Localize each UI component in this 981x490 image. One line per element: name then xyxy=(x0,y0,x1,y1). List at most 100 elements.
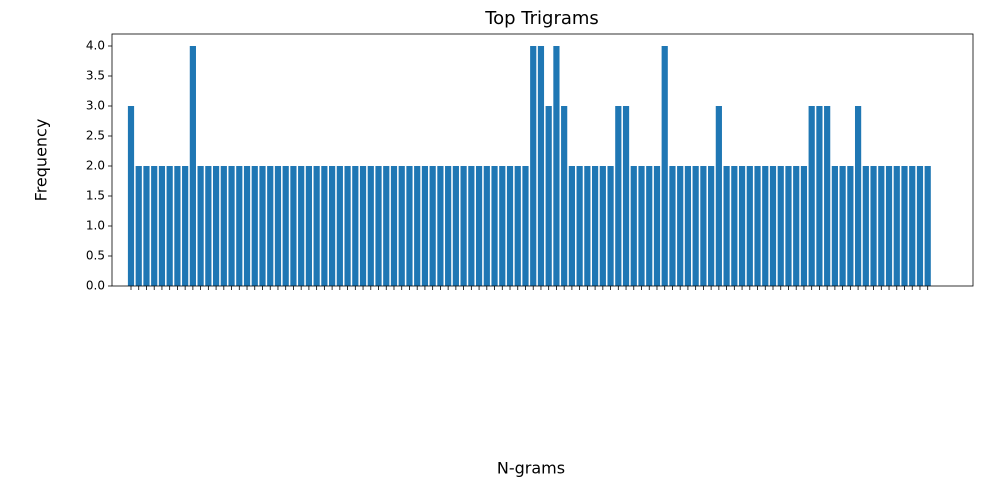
bar xyxy=(298,166,305,286)
bar xyxy=(499,166,506,286)
bar xyxy=(514,166,521,286)
bar xyxy=(166,166,173,286)
bar xyxy=(344,166,351,286)
bar xyxy=(205,166,212,286)
bar xyxy=(708,166,715,286)
y-tick-label: 3.0 xyxy=(86,99,105,113)
bar xyxy=(530,46,537,286)
bar xyxy=(692,166,699,286)
bar xyxy=(646,166,653,286)
bar xyxy=(437,166,444,286)
bar xyxy=(839,166,846,286)
bar xyxy=(460,166,467,286)
bar xyxy=(359,166,367,286)
bar xyxy=(267,166,274,286)
y-tick-label: 2.0 xyxy=(86,159,105,173)
y-tick-label: 3.5 xyxy=(86,69,105,83)
bar xyxy=(723,166,730,286)
bar xyxy=(599,166,606,286)
bar xyxy=(127,106,135,286)
bar xyxy=(653,166,661,286)
bar xyxy=(731,166,738,286)
bar xyxy=(584,166,591,286)
bar xyxy=(854,106,862,286)
bar xyxy=(661,46,668,286)
bar xyxy=(383,166,390,286)
bar xyxy=(375,166,382,286)
bar xyxy=(916,166,924,286)
bar xyxy=(228,166,235,286)
bar xyxy=(236,166,243,286)
bar xyxy=(189,46,196,286)
bar xyxy=(220,166,227,286)
bar xyxy=(545,106,552,286)
y-tick-label: 2.5 xyxy=(86,129,105,143)
bar xyxy=(390,166,398,286)
bar xyxy=(522,166,529,286)
bar xyxy=(847,166,854,286)
bar xyxy=(537,46,545,286)
bar xyxy=(329,166,336,286)
bar xyxy=(862,166,869,286)
bar xyxy=(878,166,885,286)
bar xyxy=(769,166,777,286)
bar xyxy=(615,106,622,286)
bar xyxy=(491,166,498,286)
bar xyxy=(212,166,220,286)
bar xyxy=(785,166,792,286)
y-tick-label: 1.0 xyxy=(86,219,105,233)
bar xyxy=(700,166,707,286)
bar xyxy=(290,166,297,286)
bar xyxy=(893,166,900,286)
bar xyxy=(715,106,722,286)
bar xyxy=(924,166,931,286)
bar xyxy=(243,166,251,286)
plot-frame xyxy=(111,33,974,287)
bar xyxy=(158,166,166,286)
bar xyxy=(406,166,413,286)
bar xyxy=(762,166,769,286)
bar xyxy=(321,166,328,286)
bar xyxy=(197,166,204,286)
bar xyxy=(592,166,599,286)
bar xyxy=(282,166,289,286)
bar xyxy=(452,166,459,286)
bar xyxy=(398,166,405,286)
bar xyxy=(553,46,560,286)
bar xyxy=(816,106,823,286)
bar xyxy=(182,166,189,286)
bar xyxy=(754,166,761,286)
bar xyxy=(475,166,483,286)
bar xyxy=(421,166,429,286)
bar xyxy=(746,166,753,286)
bar xyxy=(738,166,746,286)
bar xyxy=(352,166,359,286)
y-tick-label: 4.0 xyxy=(86,39,105,53)
bar xyxy=(576,166,583,286)
bar xyxy=(622,106,630,286)
bar xyxy=(305,166,313,286)
bar xyxy=(824,106,831,286)
bar xyxy=(151,166,158,286)
bar xyxy=(174,166,181,286)
bar xyxy=(561,106,568,286)
bar xyxy=(677,166,684,286)
bar xyxy=(414,166,421,286)
bar xyxy=(669,166,676,286)
bar xyxy=(135,166,142,286)
bar xyxy=(607,166,614,286)
chart-title: Top Trigrams xyxy=(484,8,599,29)
bar xyxy=(909,166,916,286)
bar xyxy=(638,166,645,286)
bar xyxy=(506,166,514,286)
bar xyxy=(808,106,815,286)
bar xyxy=(259,166,266,286)
bar xyxy=(777,166,784,286)
bar xyxy=(336,166,343,286)
bar xyxy=(445,166,452,286)
bar xyxy=(274,166,282,286)
y-tick-label: 0.0 xyxy=(86,279,105,293)
bar xyxy=(870,166,877,286)
bar xyxy=(313,166,320,286)
